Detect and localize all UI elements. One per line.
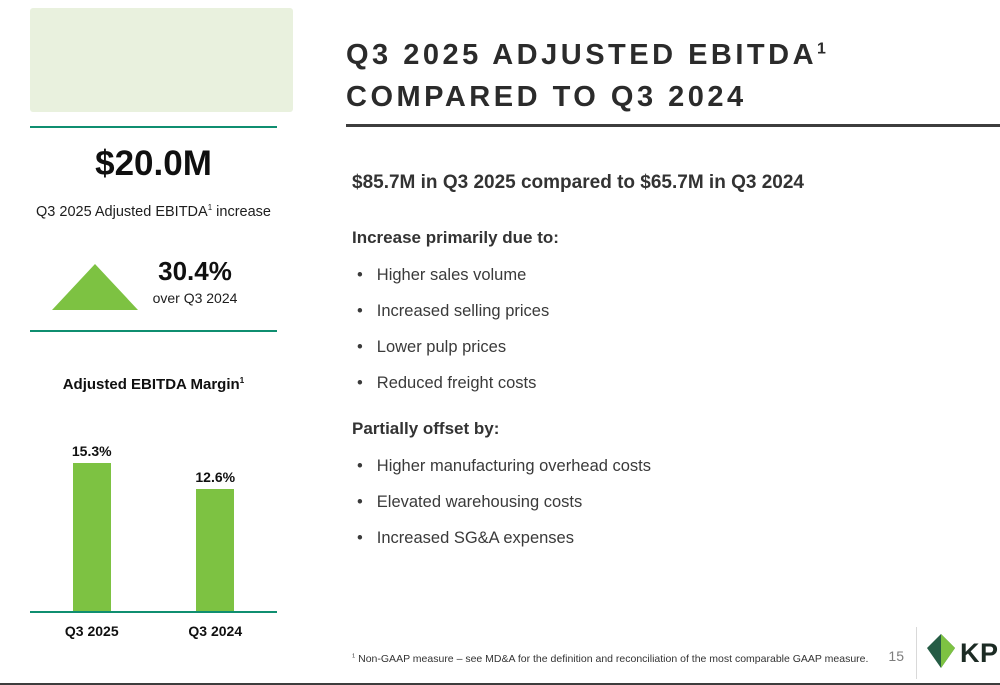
headline: $85.7M in Q3 2025 compared to $65.7M in … (352, 172, 804, 193)
logo-text: KP (960, 638, 999, 668)
page-number: 15 (888, 648, 904, 664)
bullet-item: Higher sales volume (352, 265, 967, 285)
footnote: 1 Non-GAAP measure – see MD&A for the de… (352, 653, 868, 665)
section-heading: Increase primarily due to: (352, 228, 559, 247)
bar-value-label: 12.6% (195, 469, 236, 485)
logo-divider-line (916, 627, 917, 679)
bullet-item: Increased selling prices (352, 301, 967, 321)
bottom-border-rule (0, 683, 1000, 685)
bar-value-label: 15.3% (71, 443, 112, 459)
bullet-list: Higher manufacturing overhead costs Elev… (352, 456, 967, 548)
bullet-item: Reduced freight costs (352, 373, 967, 393)
slide-title-line2: COMPARED TO Q3 2024 (346, 81, 747, 113)
footnote-superscript: 1 (352, 653, 356, 660)
slide-title-line1: Q3 2025 ADJUSTED EBITDA (346, 39, 818, 71)
bullet-item: Higher manufacturing overhead costs (352, 456, 967, 476)
delta-text: 30.4% over Q3 2024 (130, 256, 260, 306)
category-label: Q3 2024 (188, 623, 243, 639)
margin-bar (196, 489, 235, 611)
margin-bar (72, 463, 111, 611)
stat-caption: Q3 2025 Adjusted EBITDA1 increase (22, 204, 285, 220)
chart-baseline (30, 611, 277, 613)
chart-title-text: Adjusted EBITDA Margin (62, 376, 240, 393)
left-panel-divider-middle (30, 330, 277, 332)
delta-value: 30.4% (158, 256, 232, 286)
bullet-item: Elevated warehousing costs (352, 492, 967, 512)
decorative-green-block (30, 8, 293, 112)
up-triangle-icon (52, 264, 138, 310)
slide-title: Q3 2025 ADJUSTED EBITDA1 COMPARED TO Q3 … (346, 34, 829, 118)
stat-value: $20.0M (95, 144, 212, 183)
category-label: Q3 2025 (64, 623, 119, 639)
stat-caption-text: Q3 2025 Adjusted EBITDA (36, 204, 208, 220)
bullet-item: Increased SG&A expenses (352, 528, 967, 548)
section-heading: Partially offset by: (352, 419, 500, 438)
kp-logo: KP (926, 633, 999, 674)
stat-caption-superscript: 1 (207, 203, 213, 213)
chart-bar-group: 15.3% (72, 443, 112, 611)
bullet-item: Lower pulp prices (352, 337, 967, 357)
main-content: $85.7M in Q3 2025 compared to $65.7M in … (352, 172, 967, 574)
title-underline-rule (346, 124, 1000, 127)
chart-title: Adjusted EBITDA Margin1 (30, 376, 277, 393)
bullet-list: Higher sales volume Increased selling pr… (352, 265, 967, 393)
kp-diamond-icon (926, 633, 956, 674)
chart-bar-group: 12.6% (195, 469, 235, 611)
chart-bars-row: 15.3% 12.6% (30, 440, 277, 611)
chart-category-row: Q3 2025 Q3 2024 (30, 623, 277, 639)
chart-title-superscript: 1 (239, 376, 245, 385)
title-superscript: 1 (817, 40, 830, 58)
footnote-text: Non-GAAP measure – see MD&A for the defi… (355, 653, 869, 665)
stat-caption-suffix: increase (212, 204, 271, 220)
ebitda-margin-chart: 15.3% 12.6% Q3 2025 Q3 2024 (30, 440, 277, 639)
delta-block: 30.4% over Q3 2024 (30, 256, 277, 318)
delta-caption: over Q3 2024 (152, 290, 238, 306)
left-panel-divider-top (30, 126, 277, 128)
